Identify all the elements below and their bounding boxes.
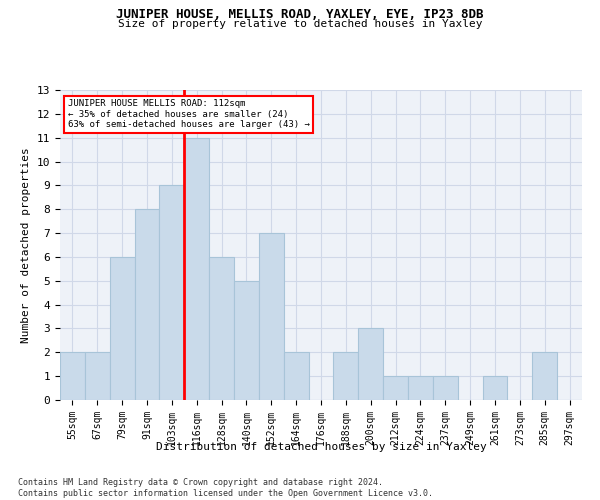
Bar [408, 376, 433, 400]
Bar [85, 352, 110, 400]
Text: Distribution of detached houses by size in Yaxley: Distribution of detached houses by size … [155, 442, 487, 452]
Bar [334, 352, 358, 400]
Bar [259, 233, 284, 400]
Text: Size of property relative to detached houses in Yaxley: Size of property relative to detached ho… [118, 19, 482, 29]
Bar [110, 257, 134, 400]
Bar [134, 209, 160, 400]
Bar [209, 257, 234, 400]
Bar [284, 352, 308, 400]
Bar [482, 376, 508, 400]
Bar [160, 186, 184, 400]
Text: Contains HM Land Registry data © Crown copyright and database right 2024.
Contai: Contains HM Land Registry data © Crown c… [18, 478, 433, 498]
Bar [60, 352, 85, 400]
Bar [358, 328, 383, 400]
Text: JUNIPER HOUSE MELLIS ROAD: 112sqm
← 35% of detached houses are smaller (24)
63% : JUNIPER HOUSE MELLIS ROAD: 112sqm ← 35% … [68, 100, 310, 129]
Y-axis label: Number of detached properties: Number of detached properties [21, 147, 31, 343]
Bar [383, 376, 408, 400]
Bar [184, 138, 209, 400]
Bar [433, 376, 458, 400]
Bar [532, 352, 557, 400]
Bar [234, 281, 259, 400]
Text: JUNIPER HOUSE, MELLIS ROAD, YAXLEY, EYE, IP23 8DB: JUNIPER HOUSE, MELLIS ROAD, YAXLEY, EYE,… [116, 8, 484, 20]
